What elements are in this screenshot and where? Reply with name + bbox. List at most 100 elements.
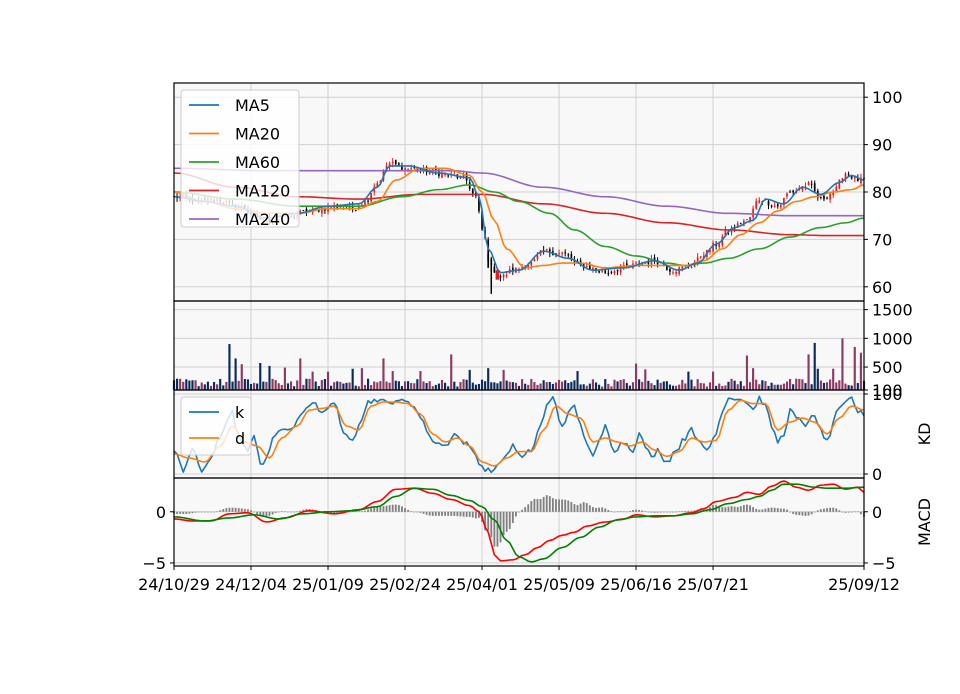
volume-bar [191,380,194,390]
volume-bar [656,379,659,390]
macd-histogram-bar [687,510,690,512]
volume-bar [825,382,829,390]
macd-histogram-bar [622,511,625,513]
volume-bar [705,386,708,390]
macd-histogram-bar [601,507,604,512]
macd-histogram-bar [761,509,764,512]
volume-bar [388,382,391,390]
volume-bar [721,386,724,390]
candle-body [718,243,721,248]
volume-y-tick-label: 1500 [872,301,913,320]
macd-histogram-bar [859,511,862,515]
volume-bar [517,385,521,390]
candle-body [669,268,671,272]
candle-body [610,271,613,273]
macd-histogram-bar [253,511,256,513]
candle-body [478,196,480,212]
candle-body [625,263,628,267]
volume-bar [370,385,373,390]
volume-bar [493,382,496,390]
macd-histogram-bar [360,511,363,513]
macd-histogram-bar [533,498,536,512]
volume-bar [662,381,665,390]
price-legend-label: MA60 [235,153,280,172]
macd-histogram-bar [561,499,564,512]
candle-body [770,205,773,207]
volume-bar [336,381,339,390]
price-y-tick-label: 70 [872,230,892,249]
volume-bar [844,383,847,390]
macd-histogram-bar [518,511,520,513]
volume-bar [182,381,185,390]
macd-histogram-bar [268,511,271,516]
volume-bar [838,380,841,390]
macd-histogram-bar [206,511,209,513]
macd-histogram-bar [413,511,416,513]
macd-y-axis-label: MACD [915,498,934,546]
macd-histogram-bar [388,505,391,512]
macd-histogram-bar [835,508,838,512]
macd-histogram-bar [607,510,610,512]
volume-bar [410,382,413,390]
macd-histogram-bar [838,510,841,512]
macd-histogram-bar [853,511,856,513]
x-tick-label: 25/09/12 [828,575,900,594]
macd-histogram-bar [299,510,302,512]
macd-histogram-bar [699,509,702,512]
macd-histogram-bar [752,507,755,512]
macd-histogram-bar [564,499,567,512]
volume-bar [678,384,681,390]
candle-body [367,200,369,202]
volume-bar [514,382,517,390]
macd-histogram-bar [422,511,425,514]
candle-body [647,261,650,264]
macd-histogram-bar [333,511,336,514]
volume-bar [785,381,789,390]
volume-bar [345,382,348,390]
macd-histogram-bar [742,505,745,512]
macd-histogram-bar [271,511,274,515]
volume-bar [450,354,453,390]
macd-histogram-bar [856,511,859,513]
macd-histogram-bar [659,511,662,513]
macd-histogram-bar [364,510,366,512]
candle-body [351,205,354,209]
candle-body [792,190,794,193]
volume-bar [816,368,819,390]
macd-histogram-bar [730,506,733,512]
candle-body [391,161,394,164]
candle-body [786,193,788,197]
macd-histogram-bar [810,511,813,515]
volume-bar [850,385,853,390]
macd-histogram-bar [585,503,588,512]
volume-bar [447,386,450,390]
macd-histogram-bar [293,511,296,513]
candle-body [841,178,844,182]
candle-body [844,173,847,179]
macd-histogram-bar [776,508,779,512]
volume-bar [696,379,699,390]
candle-body [398,163,400,165]
price-legend-label: MA5 [235,96,270,115]
volume-bar [391,371,394,390]
volume-bar [801,379,804,390]
candle-body [447,175,449,177]
macd-histogram-bar [410,511,413,512]
candle-body [653,257,656,262]
volume-bar [289,381,293,390]
candle-body [376,182,379,188]
volume-bar [505,380,508,390]
volume-bar [807,354,810,390]
volume-bar [579,384,582,390]
macd-histogram-bar [644,511,647,512]
macd-histogram-bar [782,508,785,512]
candle-body [779,204,782,208]
macd-histogram-bar [749,505,751,512]
macd-histogram-bar [567,500,570,512]
candle-body [425,166,428,173]
macd-histogram-bar [628,511,631,512]
volume-bar [443,382,447,390]
macd-histogram-bar [712,505,714,512]
volume-bar [561,381,564,390]
